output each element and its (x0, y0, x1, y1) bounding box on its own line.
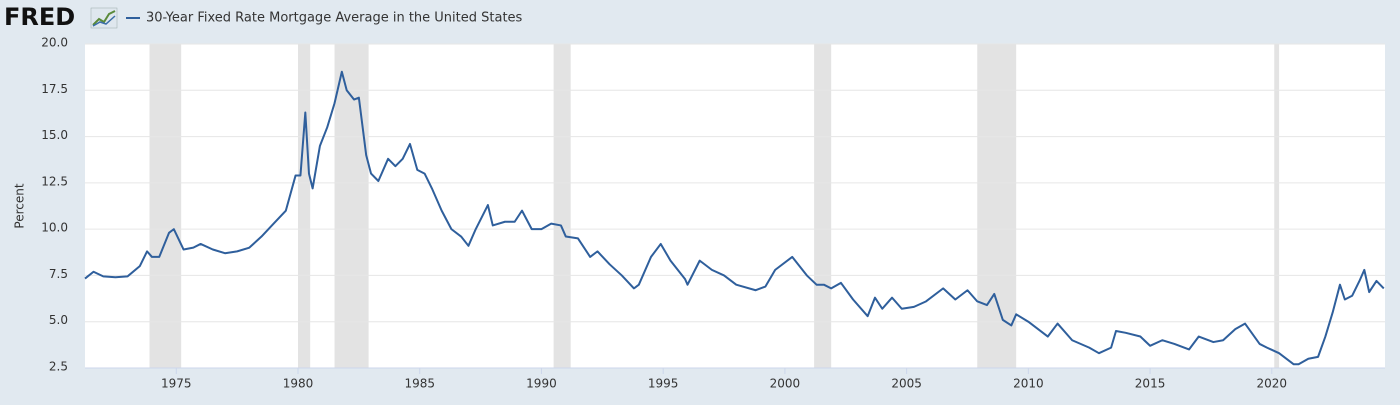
y-tick-label: 17.5 (41, 82, 68, 96)
recession-band (334, 44, 369, 368)
recession-band (814, 44, 832, 368)
recession-band (1274, 44, 1280, 368)
x-tick-label: 2005 (891, 377, 922, 391)
y-tick-label: 15.0 (41, 128, 68, 142)
logo: FRED (4, 3, 75, 31)
y-tick-label: 7.5 (49, 267, 68, 281)
recession-band (553, 44, 571, 368)
y-tick-label: 2.5 (49, 360, 68, 374)
y-tick-label: 10.0 (41, 221, 68, 235)
legend-label: 30-Year Fixed Rate Mortgage Average in t… (146, 11, 523, 26)
y-tick-label: 20.0 (41, 36, 68, 50)
x-tick-label: 1980 (283, 377, 314, 391)
x-tick-label: 1985 (404, 377, 435, 391)
recession-band (149, 44, 182, 368)
y-axis-label: Percent (13, 183, 27, 228)
recession-band (298, 44, 311, 368)
y-tick-label: 12.5 (41, 174, 68, 188)
recession-band (977, 44, 1017, 368)
y-tick-label: 5.0 (49, 313, 68, 327)
x-tick-label: 1975 (161, 377, 192, 391)
logo-icon (90, 7, 118, 29)
plot-area (85, 44, 1385, 368)
series-line (84, 70, 1385, 366)
x-tick-label: 2000 (770, 377, 801, 391)
x-tick-label: 1995 (648, 377, 679, 391)
x-tick-label: 2010 (1013, 377, 1044, 391)
x-tick-label: 2020 (1257, 377, 1288, 391)
x-tick-label: 2015 (1135, 377, 1166, 391)
x-tick-label: 1990 (526, 377, 557, 391)
